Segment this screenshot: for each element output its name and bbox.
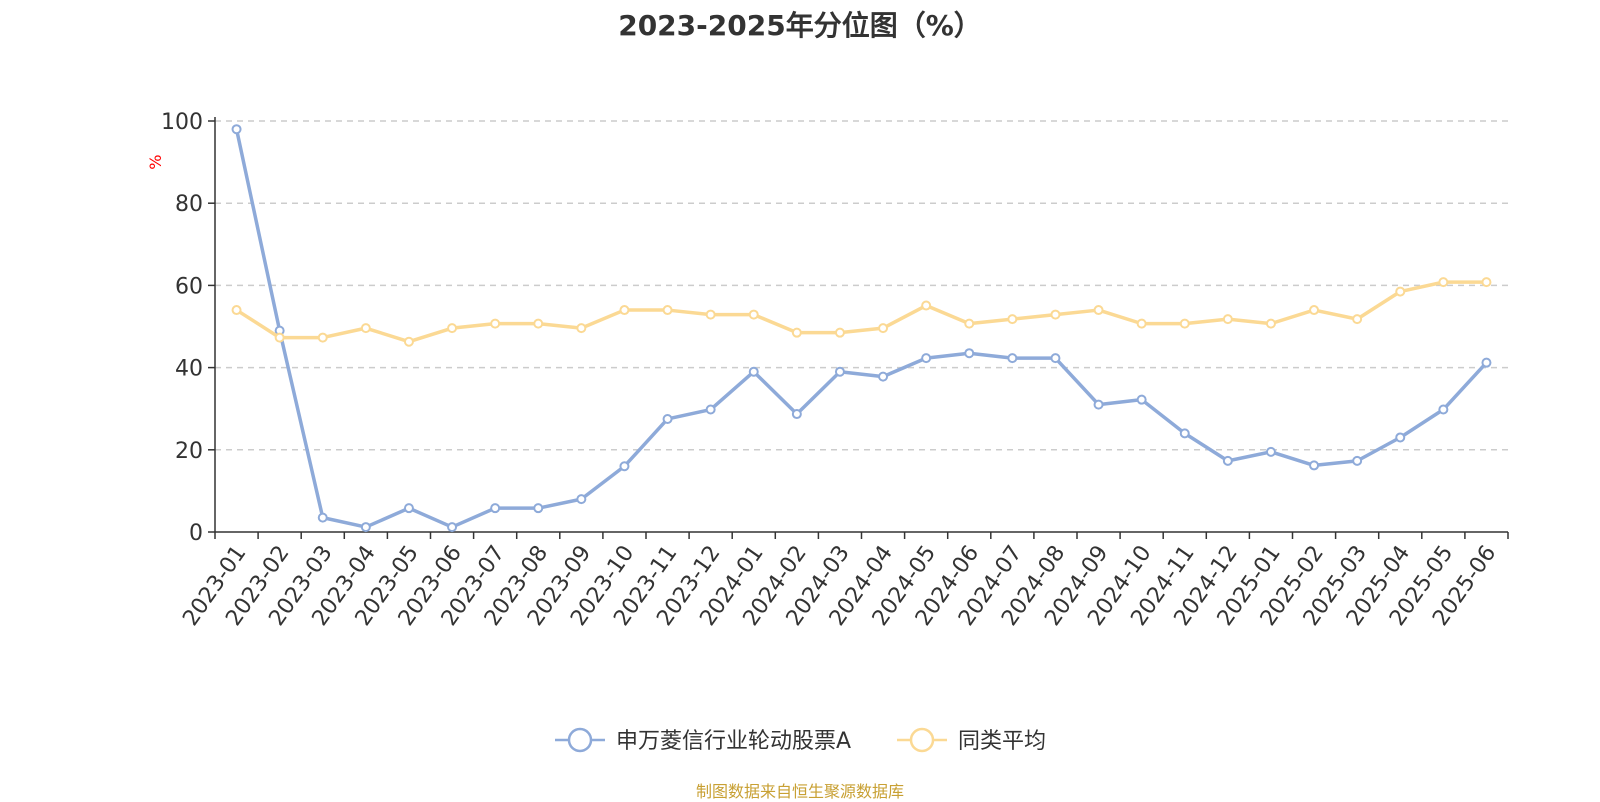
- data-point: [1136, 394, 1147, 405]
- data-point: [1309, 460, 1320, 471]
- data-point: [274, 332, 285, 343]
- legend-label: 申万菱信行业轮动股票A: [616, 729, 851, 754]
- y-tick-label: 100: [161, 110, 203, 135]
- data-point: [1395, 432, 1406, 443]
- data-point: [834, 366, 845, 377]
- y-tick-label: 80: [175, 192, 203, 217]
- data-point: [748, 366, 759, 377]
- data-point: [1222, 455, 1233, 466]
- data-point: [878, 323, 889, 334]
- data-point: [705, 309, 716, 320]
- data-point: [317, 512, 328, 523]
- data-point: [533, 318, 544, 329]
- source-note: 制图数据来自恒生聚源数据库: [695, 782, 904, 801]
- axes: 020406080100%2023-012023-022023-032023-0…: [146, 110, 1509, 631]
- series-line-2: [235, 280, 1487, 344]
- data-point: [1222, 314, 1233, 325]
- data-point: [231, 124, 242, 135]
- data-point: [1481, 357, 1492, 368]
- data-point: [231, 305, 242, 316]
- chart-title: 2023-2025年分位图（%）: [618, 9, 982, 42]
- data-point: [619, 305, 630, 316]
- y-axis-label: %: [146, 154, 165, 169]
- data-point: [1050, 353, 1061, 364]
- y-tick-label: 20: [175, 439, 203, 464]
- data-point: [576, 323, 587, 334]
- grid-lines: [215, 120, 1508, 451]
- y-tick-label: 0: [189, 521, 203, 546]
- data-point: [1309, 305, 1320, 316]
- legend-label: 同类平均: [958, 729, 1046, 754]
- data-point: [317, 332, 328, 343]
- data-point: [1093, 399, 1104, 410]
- data-point: [1395, 286, 1406, 297]
- legend-item-2: 同类平均: [897, 727, 1046, 754]
- legend-marker: [567, 727, 593, 753]
- data-point: [1438, 404, 1449, 415]
- series-lines: [231, 124, 1492, 533]
- data-point: [662, 413, 673, 424]
- data-point: [748, 309, 759, 320]
- data-point: [662, 305, 673, 316]
- data-point: [447, 522, 458, 533]
- data-point: [1179, 318, 1190, 329]
- data-point: [1352, 455, 1363, 466]
- data-point: [1007, 353, 1018, 364]
- data-point: [1050, 309, 1061, 320]
- data-point: [964, 318, 975, 329]
- data-point: [360, 323, 371, 334]
- data-point: [533, 503, 544, 514]
- data-point: [791, 409, 802, 420]
- data-point: [360, 522, 371, 533]
- data-point: [1265, 318, 1276, 329]
- data-point: [921, 353, 932, 364]
- data-point: [705, 404, 716, 415]
- data-point: [964, 348, 975, 359]
- data-point: [1438, 277, 1449, 288]
- y-tick-label: 40: [175, 357, 203, 382]
- data-point: [834, 327, 845, 338]
- data-point: [1093, 305, 1104, 316]
- data-point: [1007, 314, 1018, 325]
- y-tick-label: 60: [175, 274, 203, 299]
- data-point: [490, 503, 501, 514]
- series-line-1: [234, 128, 1488, 529]
- legend-marker: [909, 727, 935, 753]
- data-point: [1352, 314, 1363, 325]
- legend: 申万菱信行业轮动股票A 同类平均: [555, 727, 1046, 754]
- data-point: [403, 503, 414, 514]
- data-point: [619, 461, 630, 472]
- data-point: [403, 336, 414, 347]
- data-point: [878, 371, 889, 382]
- legend-item-1: 申万菱信行业轮动股票A: [555, 727, 851, 754]
- data-point: [1265, 446, 1276, 457]
- data-point: [576, 494, 587, 505]
- data-point: [921, 300, 932, 311]
- data-point: [447, 323, 458, 334]
- data-point: [1179, 428, 1190, 439]
- data-point: [791, 327, 802, 338]
- data-point: [1481, 277, 1492, 288]
- data-point: [490, 318, 501, 329]
- data-point: [1136, 318, 1147, 329]
